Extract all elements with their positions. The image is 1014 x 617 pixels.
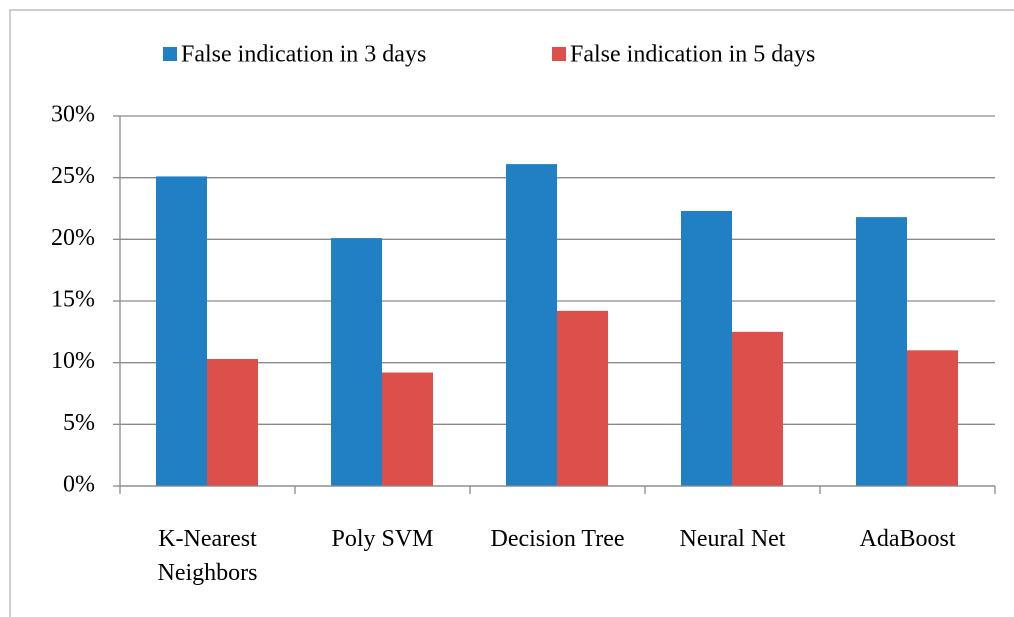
bar <box>856 217 907 486</box>
bar <box>331 238 382 486</box>
bar <box>557 310 608 486</box>
bar <box>382 372 433 486</box>
legend-label: False indication in 3 days <box>181 42 426 68</box>
y-tick-label: 5% <box>63 410 95 436</box>
x-tick-label: Poly SVM <box>331 526 434 552</box>
bar <box>907 350 958 486</box>
y-tick-label: 30% <box>51 102 95 128</box>
bar <box>732 331 783 486</box>
x-tick-label: Decision Tree <box>490 526 625 552</box>
bar <box>156 176 207 486</box>
bar <box>681 210 732 486</box>
legend-swatch <box>163 47 177 61</box>
y-tick-label: 15% <box>51 287 95 313</box>
y-tick-label: 20% <box>51 225 95 251</box>
x-tick-label: K-Nearest Neighbors <box>157 526 258 586</box>
legend-label: False indication in 5 days <box>570 42 815 68</box>
x-tick-label: AdaBoost <box>859 526 956 552</box>
legend-swatch <box>552 47 566 61</box>
bar <box>207 358 258 486</box>
y-tick-label: 25% <box>51 163 95 189</box>
chart-frame <box>9 9 1014 617</box>
y-tick-label: 10% <box>51 348 95 374</box>
bar <box>506 164 557 486</box>
y-tick-label: 0% <box>63 472 95 498</box>
x-tick-label: Neural Net <box>679 526 786 552</box>
